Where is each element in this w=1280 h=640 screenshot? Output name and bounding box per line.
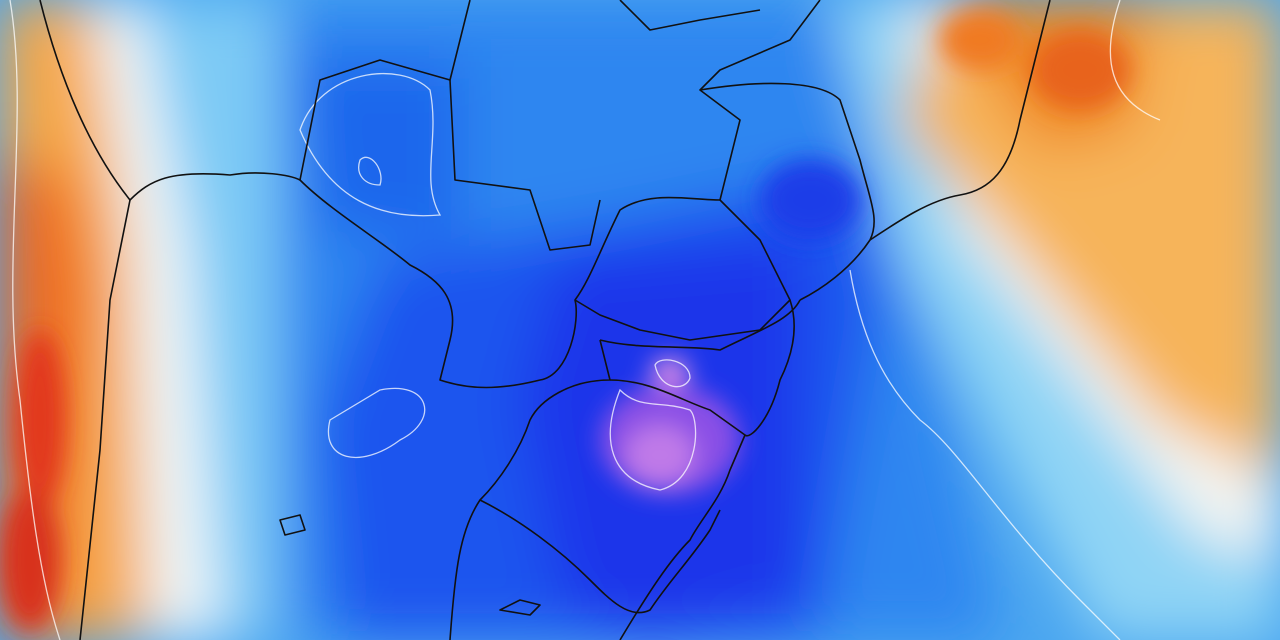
temperature-contours (9, 0, 1161, 640)
political-borders (39, 0, 1051, 640)
